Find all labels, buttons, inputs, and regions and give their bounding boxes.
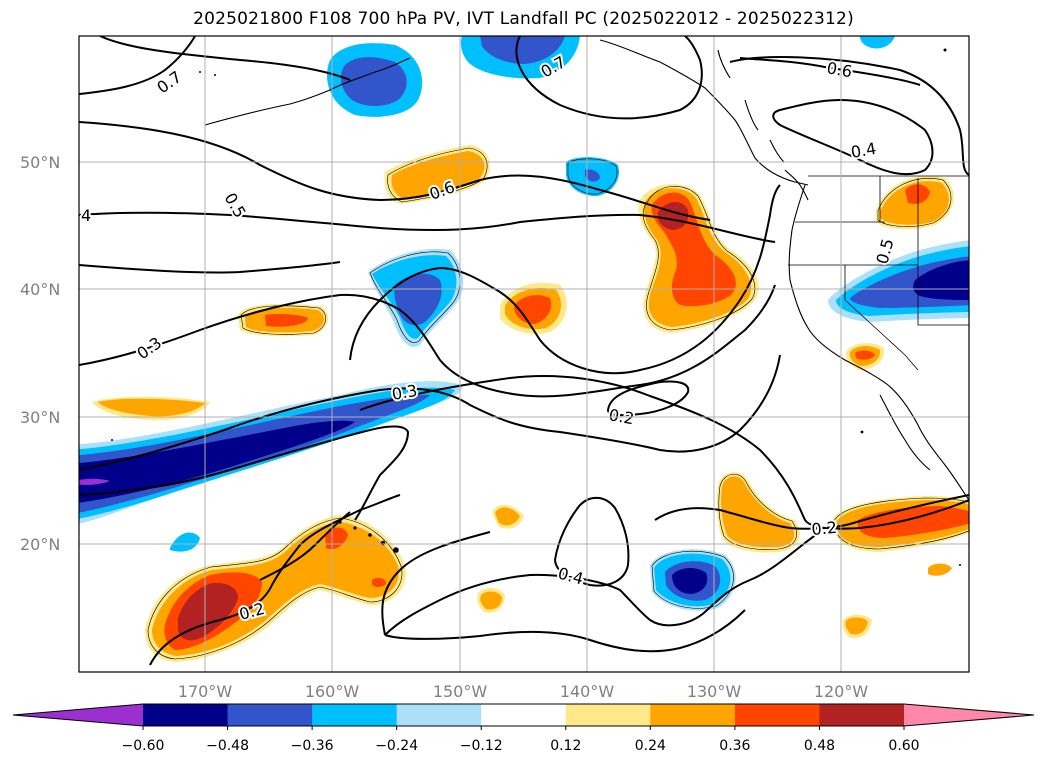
lat-label: 40°N — [20, 280, 60, 299]
colorbar-segment — [143, 704, 229, 726]
colorbar-tick-label: 0.36 — [719, 738, 750, 754]
colorbar-tick-label: −0.48 — [206, 738, 249, 754]
colorbar-tick-label: 0.24 — [635, 738, 666, 754]
contour-label: 4 — [81, 206, 91, 225]
colorbar-segment — [734, 704, 820, 726]
colorbar-tick-label: 0.48 — [804, 738, 835, 754]
colorbar-extend-high — [904, 704, 1034, 726]
colorbar-tick-label: 0.60 — [888, 738, 919, 754]
borders — [788, 175, 969, 371]
colorbar-tick-label: 0.12 — [550, 738, 581, 754]
colorbar-segment — [312, 704, 398, 726]
latitude-labels: 50°N 40°N 30°N 20°N — [20, 153, 60, 554]
colorbar-segment — [396, 704, 482, 726]
lat-label: 30°N — [20, 408, 60, 427]
colorbar-segment — [227, 704, 313, 726]
gridlines — [79, 36, 969, 672]
longitude-labels: 170°W 160°W 150°W 140°W 130°W 120°W — [178, 682, 869, 701]
colorbar-segment — [819, 704, 905, 726]
lat-label: 50°N — [20, 153, 60, 172]
colorbar-tick-label: −0.12 — [460, 738, 503, 754]
colorbar-segment — [481, 704, 567, 726]
colorbar-segment — [565, 704, 651, 726]
lon-label: 160°W — [305, 682, 360, 701]
coastlines — [204, 39, 969, 501]
plot-frame — [78, 35, 970, 673]
lon-label: 130°W — [687, 682, 742, 701]
map-title: 2025021800 F108 700 hPa PV, IVT Landfall… — [193, 9, 854, 29]
colorbar: −0.60 −0.48 −0.36 −0.24 −0.12 0.12 0.24 0.36 0.4… — [12, 703, 1035, 754]
contours — [79, 36, 969, 666]
contour-label: 0.2 — [811, 518, 838, 539]
colorbar-tick-label: −0.36 — [291, 738, 334, 754]
colorbar-extend-low — [13, 704, 143, 726]
colorbar-tick-label: −0.24 — [375, 738, 418, 754]
lon-label: 140°W — [560, 682, 615, 701]
lon-label: 120°W — [814, 682, 869, 701]
colorbar-tick-label: −0.60 — [122, 738, 165, 754]
lat-label: 20°N — [20, 535, 60, 554]
lon-label: 150°W — [433, 682, 488, 701]
lon-label: 170°W — [178, 682, 233, 701]
colorbar-segment — [650, 704, 736, 726]
